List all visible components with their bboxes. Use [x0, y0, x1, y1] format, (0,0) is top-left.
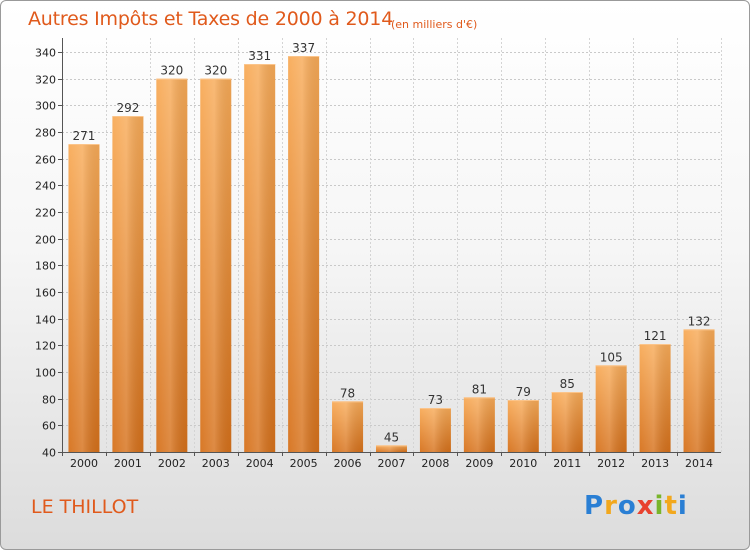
- proxiti-logo[interactable]: Proxiti: [584, 491, 688, 521]
- axes: 40 60 80 100 120 140 160 180 200 220 240 260 280 300 3…: [35, 38, 721, 470]
- bar-highlight: [244, 64, 276, 452]
- logo-letter: i: [654, 491, 665, 521]
- bar-group: [332, 401, 364, 452]
- x-tick-label: 2008: [421, 457, 449, 470]
- bar-group: [68, 144, 100, 452]
- logo-letter: x: [636, 491, 655, 521]
- data-label: 79: [516, 385, 531, 399]
- x-tick-label: 2013: [641, 457, 669, 470]
- bar-group: [683, 329, 715, 452]
- y-tick-label: 180: [35, 260, 56, 273]
- data-label: 331: [248, 49, 271, 63]
- bar-group: [507, 400, 539, 452]
- logo-letter: t: [664, 491, 678, 521]
- bar-highlight: [551, 392, 583, 452]
- bar-highlight: [156, 78, 188, 453]
- logo-letter: o: [617, 491, 637, 521]
- y-tick-label: 200: [35, 234, 56, 247]
- y-tick-label: 240: [35, 180, 56, 193]
- x-tick-label: 2001: [114, 457, 142, 470]
- bar-group: [551, 392, 583, 452]
- bar-highlight: [639, 344, 671, 452]
- bar-highlight: [376, 445, 407, 452]
- y-tick-label: 260: [35, 154, 56, 167]
- data-label: 121: [644, 329, 667, 343]
- y-tick-label: 60: [42, 420, 56, 433]
- data-label: 320: [204, 64, 227, 78]
- bar-highlight: [68, 144, 100, 452]
- logo-letter: i: [677, 491, 688, 521]
- x-tick-label: 2004: [246, 457, 274, 470]
- bar-highlight: [683, 329, 715, 452]
- bar-highlight: [507, 400, 539, 452]
- y-tick-label: 220: [35, 207, 56, 220]
- x-tick-label: 2000: [70, 457, 98, 470]
- y-tick-label: 160: [35, 287, 56, 300]
- data-label: 45: [384, 430, 399, 444]
- bar-highlight: [288, 56, 320, 452]
- chart-title: Autres Impôts et Taxes de 2000 à 2014: [28, 8, 394, 30]
- data-label: 320: [160, 64, 183, 78]
- x-tick-label: 2010: [509, 457, 537, 470]
- x-tick-label: 2006: [334, 457, 362, 470]
- data-label: 271: [73, 129, 96, 143]
- x-tick-label: 2002: [158, 457, 186, 470]
- bar-group: [288, 56, 320, 452]
- bar-highlight: [595, 365, 627, 452]
- bar-group: [156, 78, 188, 453]
- y-tick-label: 140: [35, 314, 56, 327]
- bar-group: [463, 397, 495, 452]
- bar-group: [244, 64, 276, 452]
- bar-group: [112, 116, 144, 452]
- data-label: 132: [688, 314, 711, 328]
- data-label: 73: [428, 393, 443, 407]
- bars: 271 292 320 320 331 337 78 45 73 81 79 85 105 121 132: [68, 41, 715, 453]
- x-tick-label: 2012: [597, 457, 625, 470]
- y-tick-label: 340: [35, 47, 56, 60]
- bar-highlight: [463, 397, 495, 452]
- logo-letter: r: [604, 491, 618, 521]
- x-tick-label: 2011: [553, 457, 581, 470]
- logo-letter: P: [584, 491, 605, 521]
- bar-group: [200, 78, 232, 453]
- chart-subtitle: (en milliers d'€): [391, 18, 478, 31]
- bar-group: [376, 445, 407, 452]
- bar-group: [595, 365, 627, 452]
- x-tick-label: 2014: [685, 457, 713, 470]
- y-tick-label: 300: [35, 100, 56, 113]
- x-tick-label: 2005: [290, 457, 318, 470]
- x-tick-label: 2003: [202, 457, 230, 470]
- y-tick-label: 100: [35, 367, 56, 380]
- y-tick-label: 120: [35, 340, 56, 353]
- data-label: 81: [472, 382, 487, 396]
- data-label: 292: [116, 101, 139, 115]
- commune-name: LE THILLOT: [31, 496, 139, 518]
- y-tick-label: 40: [42, 447, 56, 460]
- bar-group: [639, 344, 671, 452]
- y-tick-label: 80: [42, 394, 56, 407]
- data-label: 78: [340, 386, 355, 400]
- data-label: 105: [600, 350, 623, 364]
- x-tick-label: 2007: [378, 457, 406, 470]
- y-tick-label: 280: [35, 127, 56, 140]
- bar-highlight: [112, 116, 144, 452]
- data-label: 85: [560, 377, 575, 391]
- data-label: 337: [292, 41, 315, 55]
- y-tick-label: 320: [35, 74, 56, 87]
- bar-group: [419, 408, 451, 452]
- bar-highlight: [200, 78, 232, 453]
- bar-highlight: [419, 408, 451, 452]
- bar-highlight: [332, 401, 364, 452]
- x-tick-label: 2009: [465, 457, 493, 470]
